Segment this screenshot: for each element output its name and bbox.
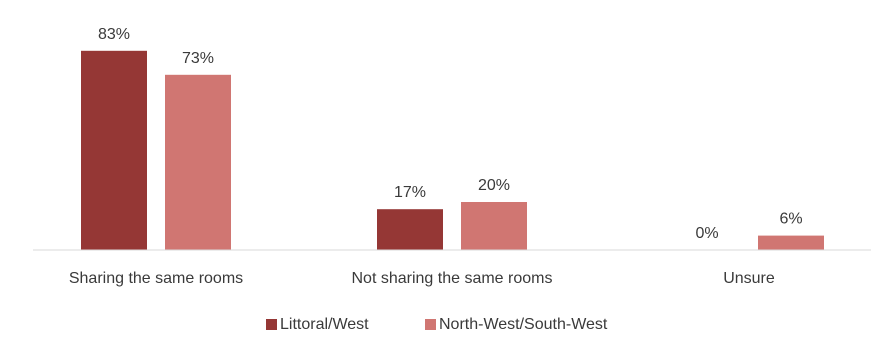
data-label-north-west-south-west-unsure: 6% [779,211,802,228]
legend-label-littoral-west: Littoral/West [280,316,369,333]
bar-north-west-south-west-unsure [758,235,824,250]
bar-littoral-west-sharing-the-same-rooms [81,50,147,250]
category-label-not-sharing-the-same-rooms: Not sharing the same rooms [352,270,553,287]
bar-littoral-west-not-sharing-the-same-rooms [377,209,443,250]
data-label-north-west-south-west-sharing-the-same-rooms: 73% [182,50,214,67]
legend-swatch-littoral-west [266,319,277,330]
legend: Littoral/West North-West/South-West [266,316,608,333]
data-label-littoral-west-unsure: 0% [695,225,718,242]
data-labels-layer: 83% 73% 17% 20% 0% 6% [98,26,803,242]
legend-label-north-west-south-west: North-West/South-West [439,316,608,333]
category-label-unsure: Unsure [723,270,775,287]
category-label-sharing-the-same-rooms: Sharing the same rooms [69,270,243,287]
legend-swatch-north-west-south-west [425,319,436,330]
bar-north-west-south-west-not-sharing-the-same-rooms [461,202,527,250]
legend-item-north-west-south-west: North-West/South-West [425,316,608,333]
data-label-littoral-west-not-sharing-the-same-rooms: 17% [394,184,426,201]
data-label-littoral-west-sharing-the-same-rooms: 83% [98,26,130,43]
legend-item-littoral-west: Littoral/West [266,316,369,333]
bars-layer [81,50,824,250]
data-label-north-west-south-west-not-sharing-the-same-rooms: 20% [478,177,510,194]
bar-north-west-south-west-sharing-the-same-rooms [165,74,231,250]
category-labels-layer: Sharing the same rooms Not sharing the sa… [69,270,775,287]
